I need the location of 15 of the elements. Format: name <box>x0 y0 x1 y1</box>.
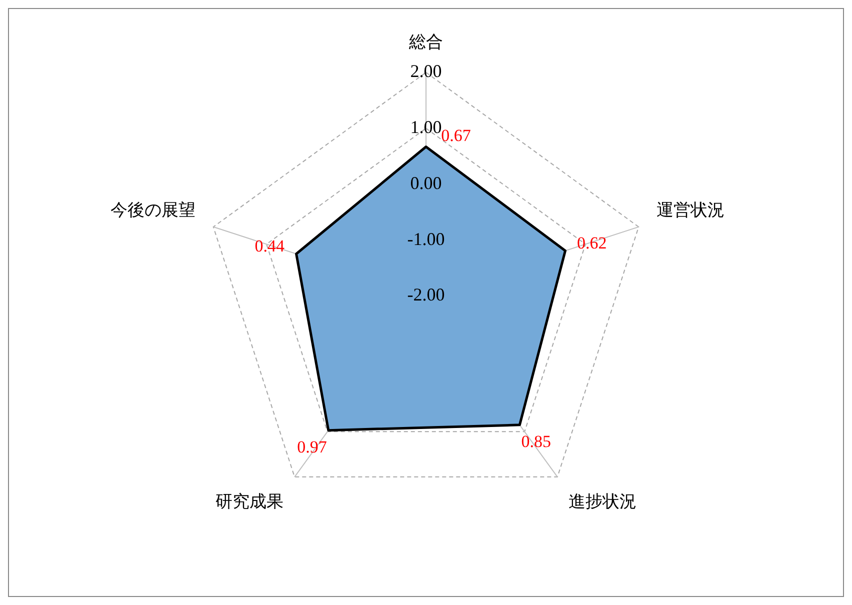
spoke-label: 総合 <box>408 32 443 53</box>
y-tick-label: 0.00 <box>410 172 442 193</box>
data-label: 0.44 <box>254 236 286 256</box>
data-label: 0.85 <box>521 432 551 452</box>
y-tick-label: -1.00 <box>407 228 445 249</box>
y-tick-label: 2.00 <box>410 61 442 82</box>
data-label: 0.97 <box>297 438 328 457</box>
spoke-label: 研究成果 <box>215 492 284 512</box>
y-tick-label: -2.00 <box>407 284 445 305</box>
y-tick-label: 1.00 <box>410 117 442 138</box>
spoke-label: 運営状況 <box>656 200 725 220</box>
spoke-label: 今後の展望 <box>110 200 196 220</box>
data-label: 0.67 <box>441 126 472 146</box>
spoke-label: 進捗状況 <box>568 492 637 512</box>
data-label: 0.62 <box>577 233 607 252</box>
